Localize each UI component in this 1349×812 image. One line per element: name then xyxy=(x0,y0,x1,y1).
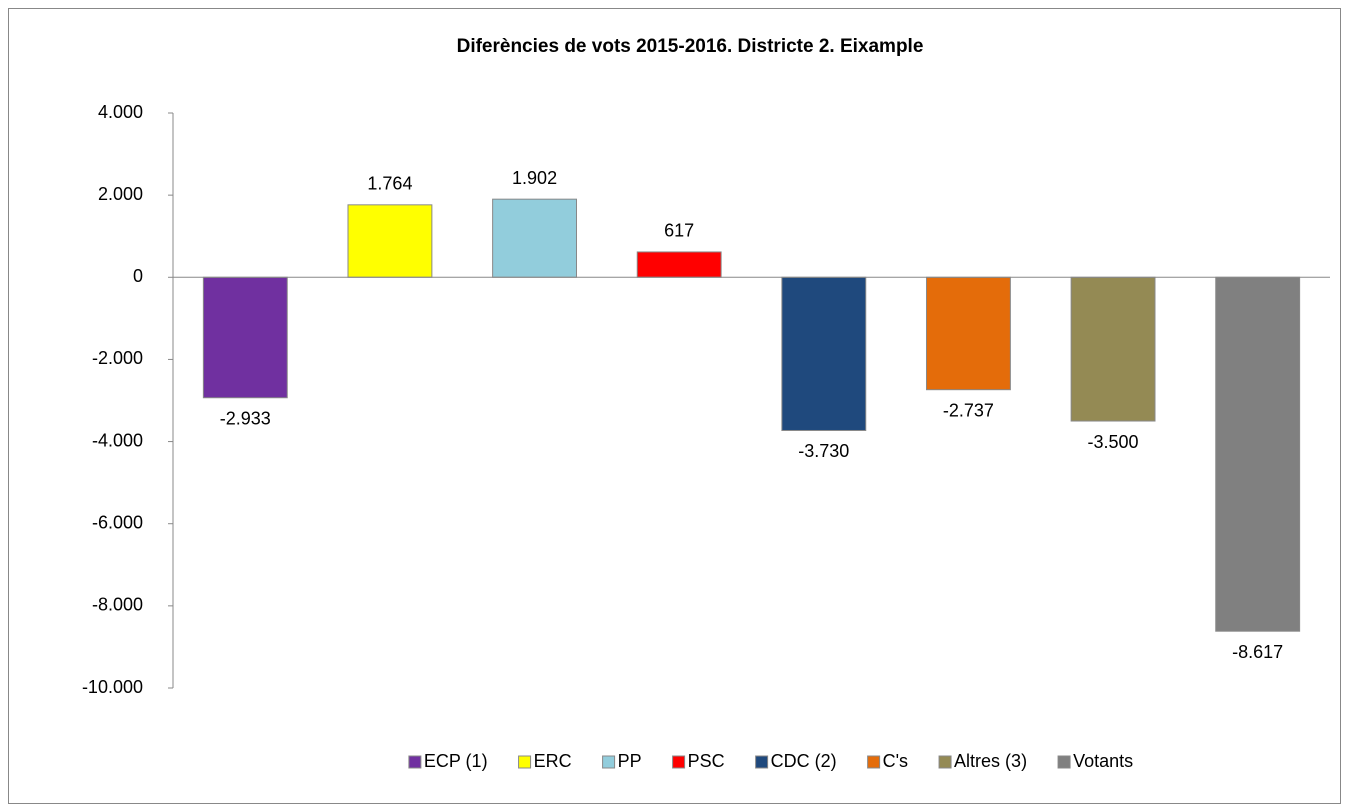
legend-marker xyxy=(408,755,422,769)
legend-marker xyxy=(867,755,881,769)
legend-label: C's xyxy=(883,751,908,771)
legend-label: ERC xyxy=(534,751,572,771)
y-tick-label: 0 xyxy=(133,266,143,286)
bar xyxy=(925,276,1011,391)
legend-marker xyxy=(938,755,952,769)
y-tick-label: 4.000 xyxy=(98,102,143,122)
bar xyxy=(781,276,867,431)
legend-marker xyxy=(602,755,616,769)
data-label: 1.902 xyxy=(512,168,557,188)
y-tick-label: -8.000 xyxy=(92,595,143,615)
legend-label: ECP (1) xyxy=(424,751,488,771)
data-label: 617 xyxy=(664,221,694,241)
y-tick-label: -4.000 xyxy=(92,430,143,450)
legend-marker xyxy=(755,755,769,769)
bar xyxy=(636,251,722,278)
legend-marker xyxy=(518,755,532,769)
y-tick-label: 2.000 xyxy=(98,184,143,204)
legend-label: Altres (3) xyxy=(954,751,1027,771)
legend-label: CDC (2) xyxy=(771,751,837,771)
y-tick-label: -2.000 xyxy=(92,348,143,368)
data-label: -2.933 xyxy=(220,408,271,428)
legend-marker xyxy=(1057,755,1071,769)
bar xyxy=(347,204,433,278)
bar xyxy=(202,276,288,399)
data-label: 1.764 xyxy=(367,174,412,194)
data-label: -3.500 xyxy=(1088,432,1139,452)
data-label: -3.730 xyxy=(798,441,849,461)
bar xyxy=(1070,276,1156,422)
bar xyxy=(1215,276,1301,632)
legend-label: PSC xyxy=(688,751,725,771)
data-label: -8.617 xyxy=(1232,642,1283,662)
legend-label: Votants xyxy=(1073,751,1133,771)
bar xyxy=(492,198,578,278)
y-tick-label: -10.000 xyxy=(82,677,143,697)
data-label: -2.737 xyxy=(943,400,994,420)
legend-marker xyxy=(672,755,686,769)
y-tick-label: -6.000 xyxy=(92,512,143,532)
legend-label: PP xyxy=(618,751,642,771)
chart-title: Diferències de vots 2015-2016. Districte… xyxy=(457,36,924,57)
